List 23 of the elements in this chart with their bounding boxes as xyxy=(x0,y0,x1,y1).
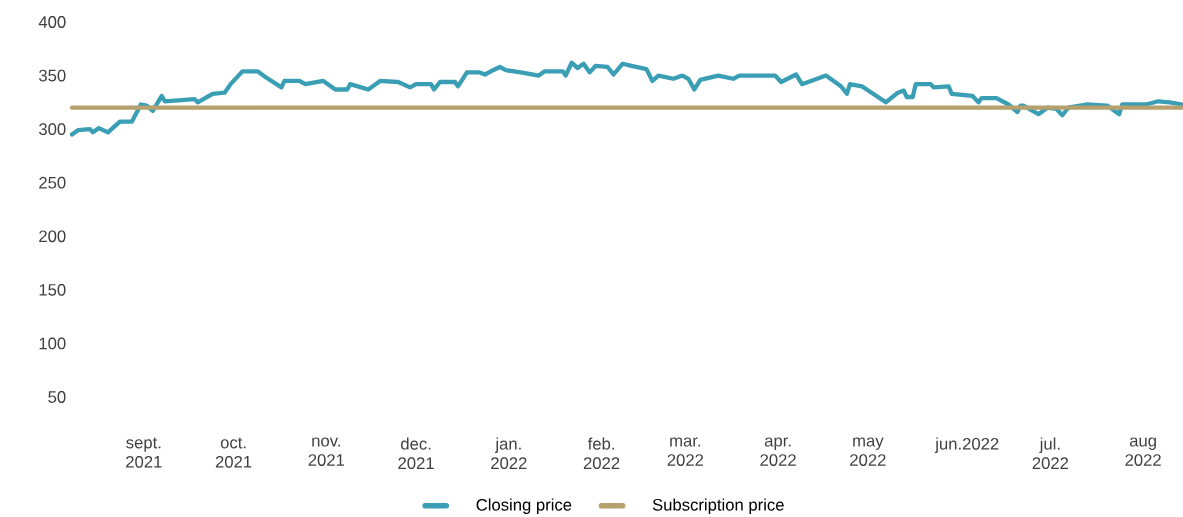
x-tick-label: oct. 2021 xyxy=(215,437,252,468)
x-tick-label: dec. 2021 xyxy=(398,437,434,470)
y-tick-label: 150 xyxy=(39,283,66,296)
x-tick-label: apr. 2022 xyxy=(760,437,796,466)
x-tick-label: may 2022 xyxy=(850,437,886,466)
x-tick-label: sept. 2021 xyxy=(126,437,162,468)
x-tick-label: aug 2022 xyxy=(1125,437,1161,466)
x-tick-label: nov. 2021 xyxy=(308,437,345,466)
x-tick-label: jun.2022 xyxy=(934,437,999,453)
y-tick-label: 250 xyxy=(39,176,66,189)
legend-label: Subscription price xyxy=(652,498,784,514)
x-tick-label: mar. 2022 xyxy=(667,437,704,466)
x-tick-label: feb. 2022 xyxy=(583,437,620,470)
line-series xyxy=(69,60,1183,137)
x-tick-label: jan. 2022 xyxy=(491,437,527,470)
y-tick-label: 50 xyxy=(48,391,66,403)
x-tick-label: jul. 2022 xyxy=(1032,437,1069,470)
y-tick-label: 300 xyxy=(39,123,66,136)
legend-label: Closing price xyxy=(476,498,572,514)
y-tick-label: 200 xyxy=(39,230,66,243)
y-tick-label: 100 xyxy=(39,337,66,350)
y-tick-label: 350 xyxy=(39,69,66,82)
y-tick-label: 400 xyxy=(38,16,66,28)
